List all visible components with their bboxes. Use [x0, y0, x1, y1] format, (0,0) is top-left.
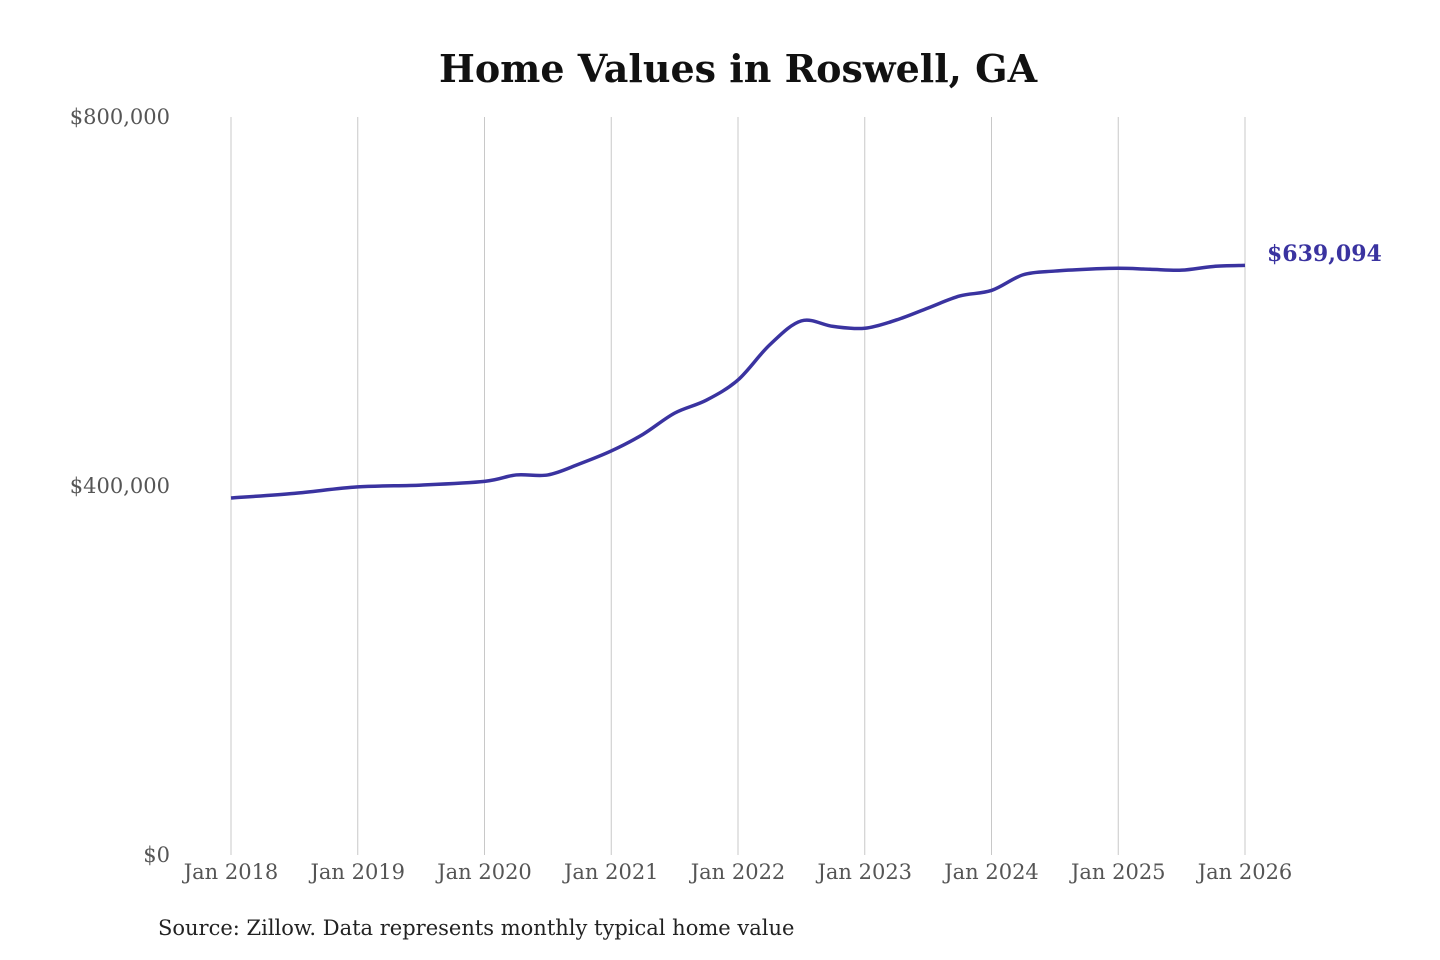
- x-tick-label: Jan 2022: [689, 860, 786, 884]
- x-tick-label: Jan 2026: [1196, 860, 1293, 884]
- y-tick-label: $0: [143, 843, 170, 867]
- chart-title: Home Values in Roswell, GA: [439, 46, 1038, 91]
- x-tick-label: Jan 2019: [308, 860, 405, 884]
- source-note: Source: Zillow. Data represents monthly …: [158, 916, 795, 940]
- x-tick-label: Jan 2020: [435, 860, 532, 884]
- y-tick-label: $400,000: [70, 474, 170, 498]
- end-value-label: $639,094: [1267, 241, 1382, 267]
- x-tick-label: Jan 2018: [182, 860, 279, 884]
- y-tick-label: $800,000: [70, 105, 170, 129]
- x-tick-label: Jan 2021: [562, 860, 659, 884]
- x-tick-label: Jan 2024: [942, 860, 1039, 884]
- x-tick-label: Jan 2023: [815, 860, 912, 884]
- series-line: [230, 263, 1246, 500]
- x-tick-label: Jan 2025: [1069, 860, 1166, 884]
